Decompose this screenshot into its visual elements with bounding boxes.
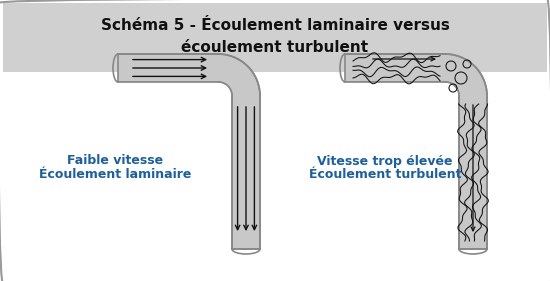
Polygon shape xyxy=(118,82,232,96)
Polygon shape xyxy=(345,54,487,249)
Text: Écoulement turbulent: Écoulement turbulent xyxy=(309,169,461,182)
Bar xyxy=(3,3,547,72)
Text: Écoulement laminaire: Écoulement laminaire xyxy=(39,169,191,182)
Text: écoulement turbulent: écoulement turbulent xyxy=(182,40,368,56)
Text: Vitesse trop élevée: Vitesse trop élevée xyxy=(317,155,453,167)
Text: Faible vitesse: Faible vitesse xyxy=(67,155,163,167)
Polygon shape xyxy=(345,82,459,96)
Polygon shape xyxy=(118,54,260,249)
Text: Schéma 5 - Écoulement laminaire versus: Schéma 5 - Écoulement laminaire versus xyxy=(101,19,449,33)
